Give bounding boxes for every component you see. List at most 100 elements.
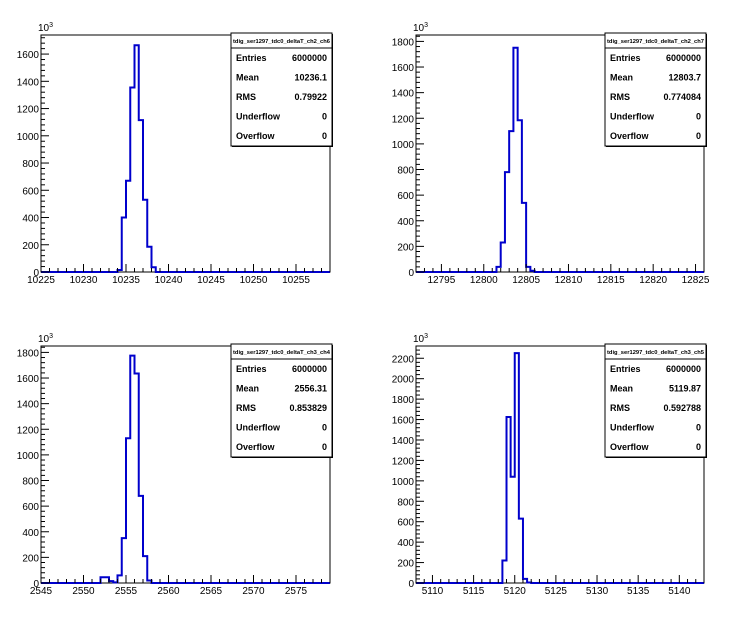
stats-label: Underflow bbox=[610, 111, 655, 121]
y-tick-label: 1800 bbox=[392, 395, 415, 406]
stats-value: 0 bbox=[322, 131, 327, 141]
stats-value: 0.79922 bbox=[294, 92, 327, 102]
x-tick-label: 2555 bbox=[115, 586, 138, 597]
y-exponent-label: 103 bbox=[38, 333, 53, 345]
stats-label: Overflow bbox=[610, 442, 650, 452]
stats-box-frame bbox=[230, 32, 333, 147]
x-tick-label: 2575 bbox=[285, 586, 308, 597]
y-tick-label: 1800 bbox=[392, 37, 415, 48]
y-tick-label: 0 bbox=[33, 579, 39, 590]
y-tick-label: 1800 bbox=[17, 348, 40, 359]
y-exponent-label: 103 bbox=[38, 22, 53, 34]
y-tick-label: 0 bbox=[33, 268, 39, 279]
histogram-panel: 2545 2550 2555 2560 2565 2570 2575 0 200 400 600 80… bbox=[17, 333, 333, 597]
y-exponent-label: 103 bbox=[413, 333, 428, 345]
stats-value: 6000000 bbox=[666, 364, 701, 374]
x-tick-label: 12805 bbox=[512, 275, 540, 286]
stats-box: tdig_ser1297_tdc0_deltaT_ch3_ch5 Entries 6… bbox=[604, 343, 707, 458]
stats-label: Overflow bbox=[610, 131, 650, 141]
x-tick-label: 5115 bbox=[463, 586, 485, 597]
x-tick-label: 10255 bbox=[282, 275, 310, 286]
y-tick-label: 400 bbox=[22, 214, 39, 225]
x-tick-label: 10235 bbox=[112, 275, 140, 286]
stats-label: Mean bbox=[610, 383, 633, 393]
stats-label: Entries bbox=[610, 53, 641, 63]
y-tick-label: 1200 bbox=[392, 114, 415, 125]
stats-label: RMS bbox=[236, 92, 256, 102]
y-tick-label: 1000 bbox=[17, 132, 40, 143]
stats-label: Mean bbox=[236, 72, 259, 82]
x-tick-label: 2560 bbox=[157, 586, 180, 597]
stats-label: Entries bbox=[236, 364, 267, 374]
y-tick-label: 200 bbox=[22, 553, 39, 564]
stats-value: 0 bbox=[696, 422, 701, 432]
y-tick-label: 200 bbox=[397, 559, 414, 570]
stats-box-title: tdig_ser1297_tdc0_deltaT_ch2_ch6 bbox=[233, 39, 330, 45]
stats-value: 0.592788 bbox=[663, 403, 701, 413]
stats-label: Underflow bbox=[236, 422, 281, 432]
y-tick-label: 1600 bbox=[392, 63, 415, 74]
x-tick-label: 5110 bbox=[422, 586, 444, 597]
y-tick-label: 400 bbox=[22, 528, 39, 539]
y-tick-label: 600 bbox=[22, 186, 39, 197]
stats-box-frame bbox=[230, 343, 333, 458]
x-tick-label: 5135 bbox=[627, 586, 650, 597]
y-exponent-label: 103 bbox=[413, 22, 428, 34]
stats-value: 2556.31 bbox=[294, 383, 327, 393]
y-tick-label: 0 bbox=[408, 579, 414, 590]
y-tick-label: 200 bbox=[22, 241, 39, 252]
stats-label: RMS bbox=[610, 403, 630, 413]
y-tick-label: 1400 bbox=[17, 77, 40, 88]
stats-label: Mean bbox=[610, 72, 633, 82]
x-tick-label: 2570 bbox=[242, 586, 265, 597]
stats-label: Overflow bbox=[236, 131, 276, 141]
stats-box-title: tdig_ser1297_tdc0_deltaT_ch3_ch4 bbox=[233, 350, 331, 356]
y-tick-label: 400 bbox=[397, 217, 414, 228]
stats-label: RMS bbox=[610, 92, 630, 102]
stats-label: RMS bbox=[236, 403, 256, 413]
stats-value: 0 bbox=[322, 111, 327, 121]
x-tick-label: 10240 bbox=[155, 275, 183, 286]
x-tick-label: 10225 bbox=[27, 275, 55, 286]
stats-value: 6000000 bbox=[666, 53, 701, 63]
stats-value: 0.853829 bbox=[289, 403, 327, 413]
y-tick-label: 1000 bbox=[17, 451, 40, 462]
stats-value: 6000000 bbox=[292, 364, 327, 374]
y-tick-label: 1000 bbox=[392, 140, 415, 151]
x-tick-label: 2545 bbox=[30, 586, 53, 597]
histogram-series-line bbox=[41, 44, 330, 273]
y-tick-label: 400 bbox=[397, 538, 414, 549]
histogram-panel: 10225 10230 10235 10240 10245 10250 10255 0 200 4… bbox=[17, 22, 333, 286]
stats-box: tdig_ser1297_tdc0_deltaT_ch3_ch4 Entries 6… bbox=[230, 343, 333, 458]
y-tick-label: 800 bbox=[22, 159, 39, 170]
x-tick-label: 5120 bbox=[504, 586, 527, 597]
y-tick-label: 200 bbox=[397, 242, 414, 253]
x-tick-label: 12815 bbox=[597, 275, 625, 286]
y-tick-label: 1400 bbox=[17, 400, 40, 411]
stats-value: 10236.1 bbox=[294, 72, 327, 82]
stats-label: Overflow bbox=[236, 442, 276, 452]
stats-value: 6000000 bbox=[292, 53, 327, 63]
x-tick-label: 12825 bbox=[682, 275, 710, 286]
x-tick-label: 5125 bbox=[545, 586, 568, 597]
stats-value: 0 bbox=[322, 422, 327, 432]
y-tick-label: 600 bbox=[397, 191, 414, 202]
y-tick-label: 800 bbox=[397, 166, 414, 177]
y-tick-label: 600 bbox=[22, 502, 39, 513]
x-tick-label: 12810 bbox=[555, 275, 583, 286]
stats-box-title: tdig_ser1297_tdc0_deltaT_ch3_ch5 bbox=[607, 350, 704, 356]
stats-value: 0 bbox=[696, 111, 701, 121]
x-tick-label: 12800 bbox=[470, 275, 498, 286]
x-tick-label: 2565 bbox=[200, 586, 223, 597]
y-tick-label: 1200 bbox=[392, 456, 415, 467]
histogram-series-line bbox=[416, 352, 704, 584]
y-tick-label: 1200 bbox=[17, 425, 40, 436]
x-tick-label: 10250 bbox=[240, 275, 268, 286]
histogram-panel: 12795 12800 12805 12810 12815 12820 12825 0 200 4… bbox=[392, 22, 710, 286]
x-tick-label: 12820 bbox=[639, 275, 667, 286]
x-tick-label: 2550 bbox=[72, 586, 95, 597]
stats-value: 0 bbox=[322, 442, 327, 452]
x-tick-label: 12795 bbox=[428, 275, 456, 286]
stats-label: Entries bbox=[610, 364, 641, 374]
stats-value: 0 bbox=[696, 442, 701, 452]
